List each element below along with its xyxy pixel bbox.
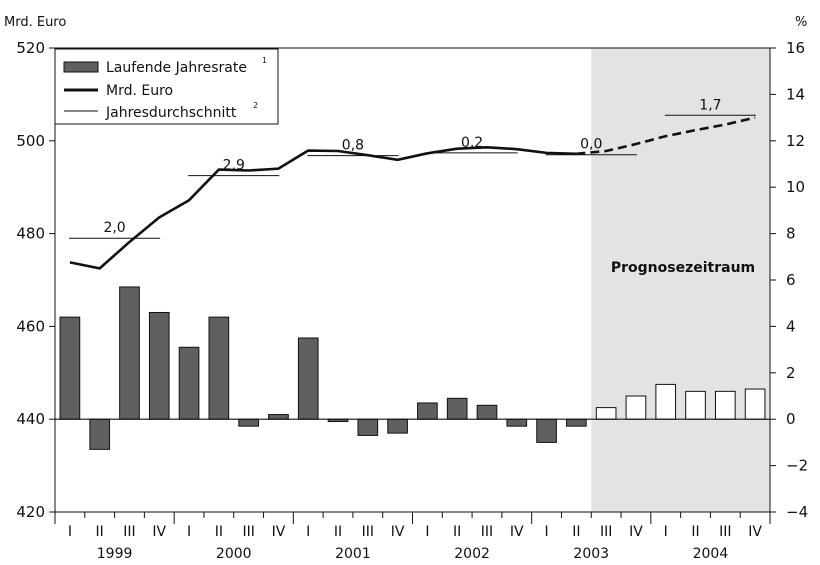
year-label: 2004 <box>693 546 729 562</box>
bar <box>536 418 557 443</box>
legend-label-average: Jahresdurchschnitt <box>105 105 237 121</box>
bar <box>208 316 230 420</box>
quarter-label: I <box>544 524 548 540</box>
quarter-label: II <box>453 524 461 540</box>
quarter-label: II <box>334 524 342 540</box>
annual-average-label: 0,0 <box>580 137 602 153</box>
year-label: 2000 <box>216 546 252 562</box>
year-label: 2003 <box>573 546 609 562</box>
bar <box>148 311 170 420</box>
right-axis: −4 −2 0 2 4 6 8 10 12 14 16 <box>770 39 808 521</box>
left-axis-tick-label: 460 <box>16 317 45 335</box>
bar <box>685 390 706 420</box>
left-axis-tick-label: 520 <box>16 39 45 57</box>
quarter-label: IV <box>748 524 762 540</box>
bar <box>119 286 140 420</box>
left-axis-tick-label: 420 <box>16 503 45 521</box>
year-label: 1999 <box>97 546 133 562</box>
legend-label-bars: Laufende Jahresrate <box>106 60 247 76</box>
right-axis-tick-label: 4 <box>786 317 796 335</box>
quarter-label: I <box>425 524 429 540</box>
quarter-label: III <box>123 524 135 540</box>
right-axis-tick-label: 2 <box>786 364 796 382</box>
quarter-label: I <box>306 524 310 540</box>
quarter-label: II <box>96 524 104 540</box>
quarter-label: IV <box>629 524 643 540</box>
quarter-label: IV <box>391 524 405 540</box>
bar <box>506 418 528 427</box>
bar <box>297 337 319 420</box>
legend-footnote-average: 2 <box>253 101 258 110</box>
quarter-label: IV <box>152 524 166 540</box>
quarter-label: II <box>215 524 223 540</box>
legend-footnote-bars: 1 <box>262 56 267 65</box>
quarter-label: III <box>362 524 374 540</box>
right-axis-unit: % <box>795 15 807 30</box>
bar <box>268 414 289 420</box>
bar <box>417 402 438 420</box>
left-axis-tick-label: 480 <box>16 225 45 243</box>
line-series-forecast <box>576 116 756 156</box>
bar <box>625 395 647 420</box>
bar <box>595 407 617 420</box>
bar <box>238 418 259 427</box>
quarter-label: II <box>572 524 580 540</box>
legend-label-line: Mrd. Euro <box>106 83 173 99</box>
left-axis: 420 440 460 480 500 520 <box>16 39 55 521</box>
quarter-label: III <box>242 524 254 540</box>
annual-average-label: 0,8 <box>342 138 364 154</box>
right-axis-tick-label: −2 <box>786 457 808 475</box>
right-axis-tick-label: 10 <box>786 178 805 196</box>
year-label: 2002 <box>454 546 490 562</box>
annual-average-label: 1,7 <box>699 97 721 113</box>
left-axis-tick-label: 440 <box>16 410 45 428</box>
bar <box>387 418 408 434</box>
line-series <box>69 116 756 270</box>
right-axis-tick-label: 14 <box>786 85 805 103</box>
right-axis-tick-label: 8 <box>786 225 796 243</box>
right-axis-tick-label: 16 <box>786 39 805 57</box>
forecast-label: Prognosezeitraum <box>611 260 755 276</box>
quarter-label: III <box>481 524 493 540</box>
legend: Laufende Jahresrate 1 Mrd. Euro Jahresdu… <box>54 48 279 125</box>
bar <box>357 418 379 436</box>
bar <box>566 418 587 427</box>
quarter-label: II <box>691 524 699 540</box>
x-axis: I II III IV I II III IV I II III IV I II III IV I II III IV… <box>54 512 771 562</box>
right-axis-tick-label: 12 <box>786 132 805 150</box>
year-label: 2001 <box>335 546 371 562</box>
line-series-actual <box>69 145 577 270</box>
quarter-label: III <box>719 524 731 540</box>
quarter-label: IV <box>272 524 286 540</box>
bar-series <box>59 286 766 450</box>
bar <box>89 418 111 450</box>
bar <box>178 346 200 420</box>
quarter-label: I <box>664 524 668 540</box>
quarter-label: III <box>600 524 612 540</box>
bar <box>744 388 766 420</box>
bar <box>655 383 677 420</box>
right-axis-tick-label: 0 <box>786 410 796 428</box>
forecast-shading <box>591 48 770 512</box>
left-axis-tick-label: 500 <box>16 132 45 150</box>
bar <box>476 404 498 420</box>
quarter-label: I <box>187 524 191 540</box>
quarter-label: IV <box>510 524 524 540</box>
right-axis-tick-label: −4 <box>786 503 808 521</box>
bar <box>714 390 736 420</box>
right-axis-tick-label: 6 <box>786 271 796 289</box>
left-axis-unit: Mrd. Euro <box>4 15 66 30</box>
annual-average-label: 2,0 <box>103 220 125 236</box>
legend-swatch-bars <box>63 61 99 73</box>
quarter-label: I <box>68 524 72 540</box>
bar <box>446 397 468 420</box>
bar <box>59 316 81 420</box>
